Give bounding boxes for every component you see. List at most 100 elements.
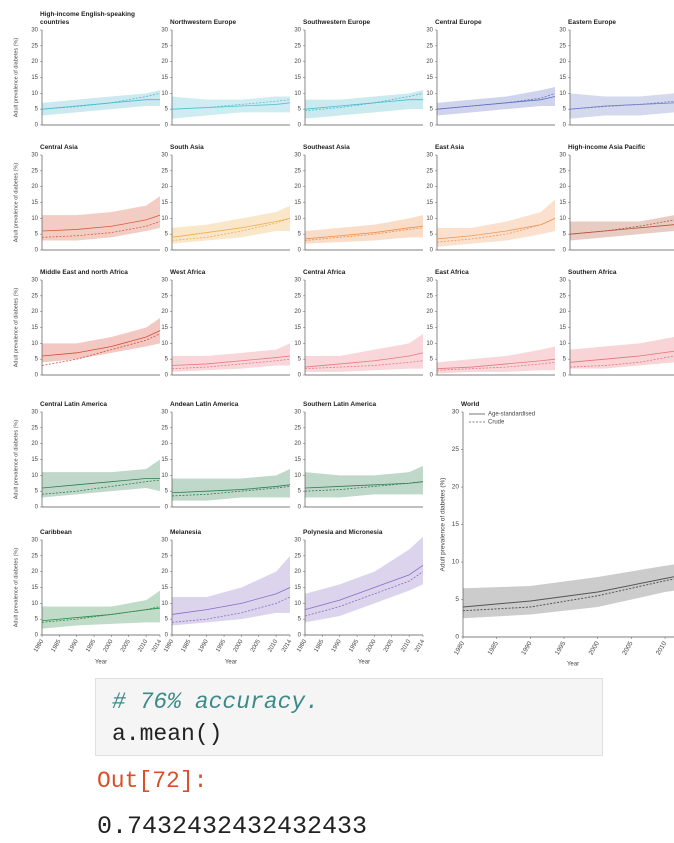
y-tick-label: 10	[294, 601, 301, 607]
uncertainty-band	[305, 215, 423, 244]
x-tick-label: 2010	[655, 640, 668, 656]
y-tick-label: 15	[294, 75, 301, 81]
uncertainty-band	[305, 333, 423, 372]
x-tick-label: 1985	[487, 640, 500, 656]
y-tick-label: 10	[31, 91, 38, 97]
y-tick-label: 5	[165, 489, 169, 495]
x-tick-label: 1990	[68, 638, 80, 653]
y-tick-label: 15	[426, 200, 433, 206]
y-tick-label: 0	[298, 123, 302, 129]
y-tick-label: 15	[559, 325, 566, 331]
y-tick-label: 25	[452, 446, 460, 453]
series-line	[304, 92, 424, 112]
y-tick-label: 20	[161, 59, 168, 65]
y-tick-label: 10	[31, 341, 38, 347]
y-tick-label: 10	[559, 91, 566, 97]
y-tick-label: 30	[452, 409, 460, 416]
y-tick-label: 25	[31, 293, 38, 299]
y-tick-label: 10	[559, 216, 566, 222]
y-tick-label: 5	[430, 232, 434, 238]
y-tick-label: 20	[161, 569, 168, 575]
y-tick-label: 30	[559, 278, 566, 284]
y-tick-label: 20	[294, 59, 301, 65]
y-tick-label: 25	[294, 168, 301, 174]
y-tick-label: 25	[31, 168, 38, 174]
y-tick-label: 30	[31, 278, 38, 284]
series-line	[569, 102, 674, 110]
series-line	[436, 358, 556, 370]
series-line	[41, 479, 161, 495]
x-tick-label: 1990	[520, 640, 533, 656]
series-line	[436, 361, 556, 371]
y-tick-label: 5	[563, 357, 567, 363]
y-tick-label: 15	[31, 457, 38, 463]
series-line	[304, 352, 424, 368]
y-tick-label: 20	[426, 184, 433, 190]
y-tick-label: 10	[161, 473, 168, 479]
y-tick-label: 15	[161, 75, 168, 81]
y-tick-label: 0	[35, 633, 39, 639]
x-tick-label: 2000	[103, 638, 115, 653]
y-tick-label: 10	[294, 473, 301, 479]
y-tick-label: 0	[165, 633, 169, 639]
x-tick-label: 2005	[250, 638, 262, 653]
x-tick-label: 1980	[33, 638, 45, 653]
uncertainty-band	[437, 199, 555, 247]
y-tick-label: 30	[161, 153, 168, 159]
y-tick-label: 0	[563, 373, 567, 379]
series-line	[171, 596, 291, 623]
y-tick-label: 25	[559, 43, 566, 49]
uncertainty-band	[570, 337, 674, 369]
y-tick-label: 0	[430, 373, 434, 379]
panel-title: Southeast Asia	[303, 143, 350, 151]
y-tick-label: 15	[31, 325, 38, 331]
code-line: a.mean()	[112, 721, 223, 747]
x-tick-label: 2000	[233, 638, 245, 653]
y-tick-label: 30	[559, 153, 566, 159]
y-tick-label: 10	[31, 473, 38, 479]
uncertainty-band	[172, 469, 290, 501]
y-tick-label: 25	[294, 43, 301, 49]
panel-title: Northwestern Europe	[170, 18, 237, 26]
y-tick-label: 15	[161, 200, 168, 206]
y-tick-label: 0	[165, 123, 169, 129]
x-tick-label: 1995	[85, 638, 97, 653]
legend-label: Crude	[488, 420, 505, 426]
x-axis-label: Year	[95, 660, 107, 666]
uncertainty-band	[305, 536, 423, 623]
y-tick-label: 20	[452, 484, 460, 491]
y-tick-label: 0	[35, 505, 39, 511]
series-line	[41, 92, 161, 110]
x-tick-label: 2014	[281, 638, 293, 653]
x-tick-label: 1990	[198, 638, 210, 653]
y-tick-label: 20	[294, 184, 301, 190]
series-line	[41, 606, 161, 623]
series-line	[436, 92, 556, 110]
y-tick-label: 30	[294, 410, 301, 416]
uncertainty-band	[437, 87, 555, 116]
legend-label: Age-standardised	[488, 412, 535, 418]
x-axis-label: Year	[225, 660, 237, 666]
y-tick-label: 10	[294, 216, 301, 222]
series-line	[304, 227, 424, 241]
y-tick-label: 5	[35, 617, 39, 623]
y-tick-label: 0	[35, 123, 39, 129]
y-tick-label: 0	[165, 248, 169, 254]
panel-title: Southern Latin America	[303, 400, 377, 408]
panel-title: Central Africa	[303, 268, 346, 276]
y-tick-label: 20	[294, 441, 301, 447]
x-tick-label: 1980	[453, 640, 466, 656]
series-line	[569, 224, 674, 235]
series-line	[171, 217, 291, 241]
series-line	[436, 96, 556, 110]
panel-title: Central Europe	[435, 18, 482, 26]
x-tick-label: 1995	[348, 638, 360, 653]
y-tick-label: 10	[426, 91, 433, 97]
panel-title: Middle East and north Africa	[40, 268, 128, 276]
series-line	[41, 607, 161, 622]
uncertainty-band	[437, 346, 555, 374]
y-tick-label: 5	[563, 232, 567, 238]
panel-title: Eastern Europe	[568, 18, 617, 26]
y-tick-label: 30	[426, 28, 433, 34]
series-line	[304, 360, 424, 370]
